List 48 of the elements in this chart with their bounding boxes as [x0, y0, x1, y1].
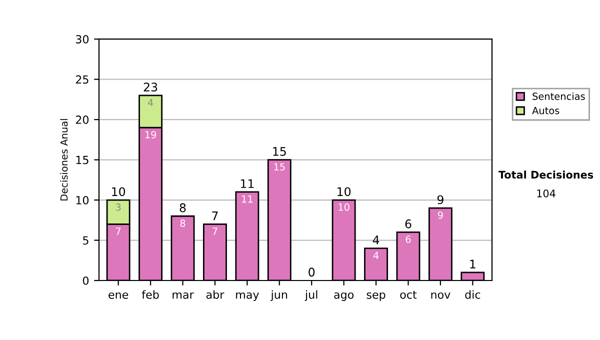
data-label: 8 — [180, 220, 186, 227]
data-label: 15 — [274, 163, 285, 171]
total-label: 0 — [308, 268, 315, 277]
x-tick-label: dic — [465, 290, 480, 299]
total-label: 6 — [405, 219, 412, 228]
x-tick-label: oct — [400, 290, 417, 299]
data-label: 10 — [338, 203, 350, 211]
data-label: 19 — [145, 131, 156, 138]
total-label: 1 — [470, 260, 476, 268]
x-tick-label: feb — [142, 290, 159, 299]
data-label: 3 — [116, 203, 121, 211]
x-tick-label: mar — [172, 292, 194, 299]
total-label: 11 — [240, 179, 254, 188]
data-label: 4 — [373, 252, 379, 259]
legend-label: Sentencias — [532, 92, 585, 100]
y-tick-label: 25 — [76, 75, 88, 84]
x-tick-label: jun — [270, 290, 288, 301]
data-label: 4 — [148, 98, 154, 106]
total-label: 10 — [112, 187, 126, 196]
text: 104 — [537, 189, 556, 198]
total-label: 8 — [180, 203, 186, 212]
y-tick-label: 0 — [82, 276, 89, 285]
total-label: 10 — [338, 187, 351, 196]
legend-label: Autos — [532, 107, 560, 114]
x-tick-label: ene — [108, 292, 128, 299]
x-tick-label: sep — [366, 292, 386, 301]
x-tick-label: ago — [334, 292, 354, 301]
data-label: 7 — [212, 228, 218, 235]
x-tick-label: nov — [431, 292, 450, 299]
total-label: 7 — [212, 212, 218, 220]
data-label: 7 — [116, 228, 121, 235]
y-tick-label: 30 — [76, 35, 89, 44]
total-label: 4 — [372, 236, 380, 244]
y-tick-label: 10 — [76, 196, 89, 204]
y-axis-title: Decisiones Anual — [60, 119, 68, 200]
data-label: 9 — [438, 211, 443, 219]
data-label: 6 — [406, 236, 411, 243]
total-label: 23 — [144, 82, 158, 92]
total-label: 15 — [273, 147, 286, 156]
text: Total Decisiones — [498, 170, 594, 179]
x-tick-label: abr — [206, 290, 224, 299]
x-tick-label: jul — [304, 290, 318, 301]
y-tick-label: 15 — [76, 156, 88, 164]
data-label: 11 — [242, 196, 252, 203]
total-label: 9 — [437, 195, 444, 204]
y-tick-label: 20 — [76, 116, 89, 124]
y-tick-label: 5 — [83, 236, 88, 245]
x-tick-label: may — [236, 292, 259, 301]
